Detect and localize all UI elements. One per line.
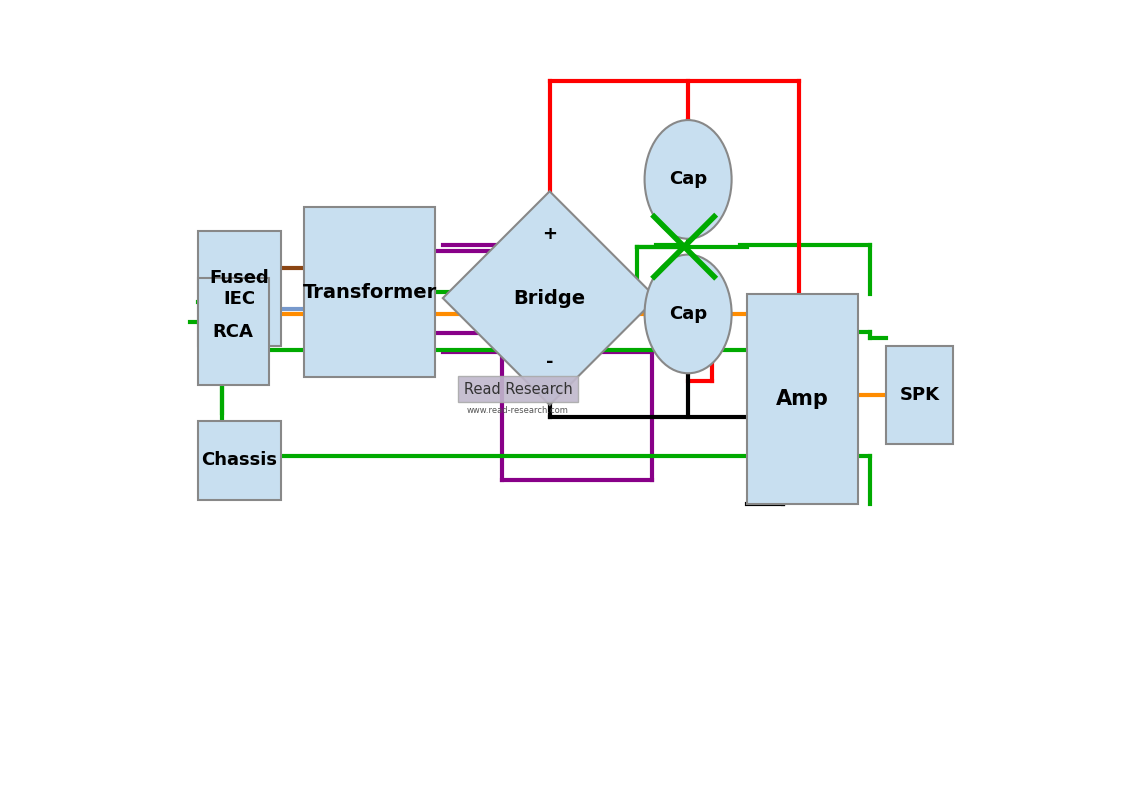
Ellipse shape — [645, 255, 731, 373]
Text: Transformer: Transformer — [302, 283, 437, 302]
Text: SPK: SPK — [900, 386, 940, 404]
FancyBboxPatch shape — [748, 294, 858, 504]
Text: Fused
IEC: Fused IEC — [209, 269, 268, 307]
Text: Read Research: Read Research — [464, 382, 573, 396]
Text: +: + — [542, 225, 557, 243]
Text: www.read-research.com: www.read-research.com — [467, 406, 569, 415]
FancyBboxPatch shape — [198, 279, 268, 385]
Text: Bridge: Bridge — [513, 288, 586, 307]
Polygon shape — [442, 191, 657, 405]
Text: Cap: Cap — [669, 305, 707, 323]
Text: Chassis: Chassis — [201, 451, 277, 469]
Text: -: - — [546, 353, 554, 371]
Text: RCA: RCA — [212, 322, 254, 341]
Ellipse shape — [645, 120, 731, 239]
FancyBboxPatch shape — [198, 231, 281, 345]
Text: Amp: Amp — [776, 389, 829, 409]
Text: Cap: Cap — [669, 171, 707, 188]
FancyBboxPatch shape — [198, 421, 281, 500]
FancyBboxPatch shape — [886, 345, 953, 445]
FancyBboxPatch shape — [304, 207, 435, 377]
